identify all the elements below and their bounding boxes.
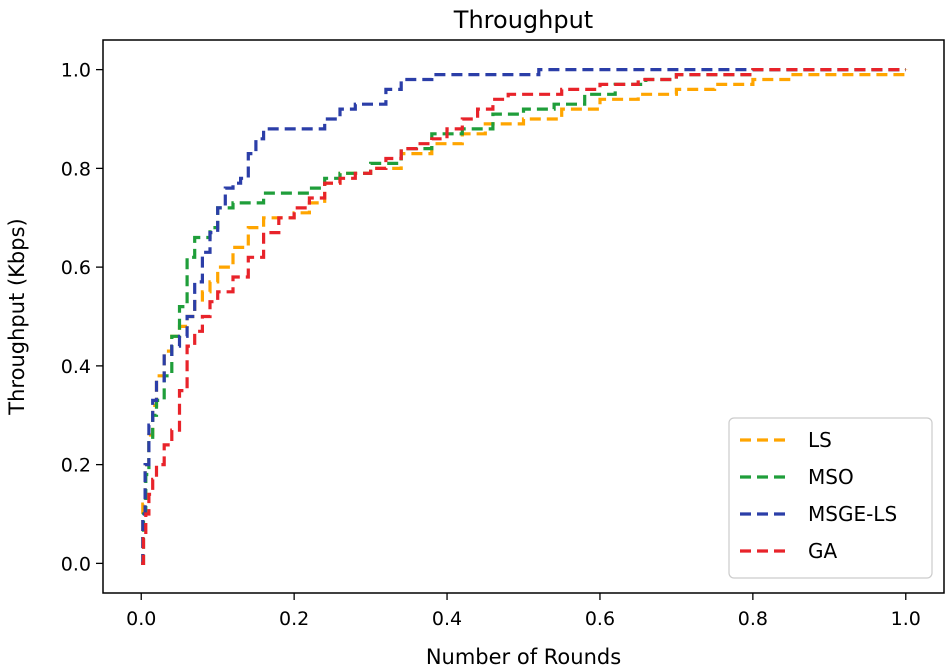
legend-label: MSO [808,465,854,489]
x-tick-label: 0.6 [585,608,615,630]
legend-box [728,417,933,579]
series-line-ga [141,68,906,565]
x-axis-ticks: 0.0 0.2 0.4 0.6 0.8 1.0 [126,593,921,630]
x-tick-label: 0.0 [126,608,156,630]
y-tick-label: 1.0 [61,60,91,82]
x-tick-label: 0.4 [432,608,462,630]
legend-label: LS [808,428,832,452]
x-tick-label: 0.2 [279,608,309,630]
x-tick-label: 1.0 [891,608,921,630]
legend: LS MSO MSGE-LS GA [728,417,933,579]
y-tick-label: 0.4 [61,356,91,378]
x-axis-title: Number of Rounds [426,645,621,669]
series-line-msge-ls [141,68,906,565]
plot-frame [102,39,945,594]
y-tick-label: 0.8 [61,158,91,180]
chart-title: Throughput [453,6,593,34]
y-tick-label: 0.0 [61,553,91,575]
y-axis-title: Throughput (Kbps) [5,218,29,415]
legend-label: GA [808,539,837,563]
y-axis-ticks: 0.0 0.2 0.4 0.6 0.8 1.0 [61,60,103,575]
x-tick-label: 0.8 [738,608,768,630]
y-tick-label: 0.2 [61,455,91,477]
series-layer [141,68,908,565]
legend-label: MSGE-LS [808,502,897,526]
y-tick-label: 0.6 [61,257,91,279]
